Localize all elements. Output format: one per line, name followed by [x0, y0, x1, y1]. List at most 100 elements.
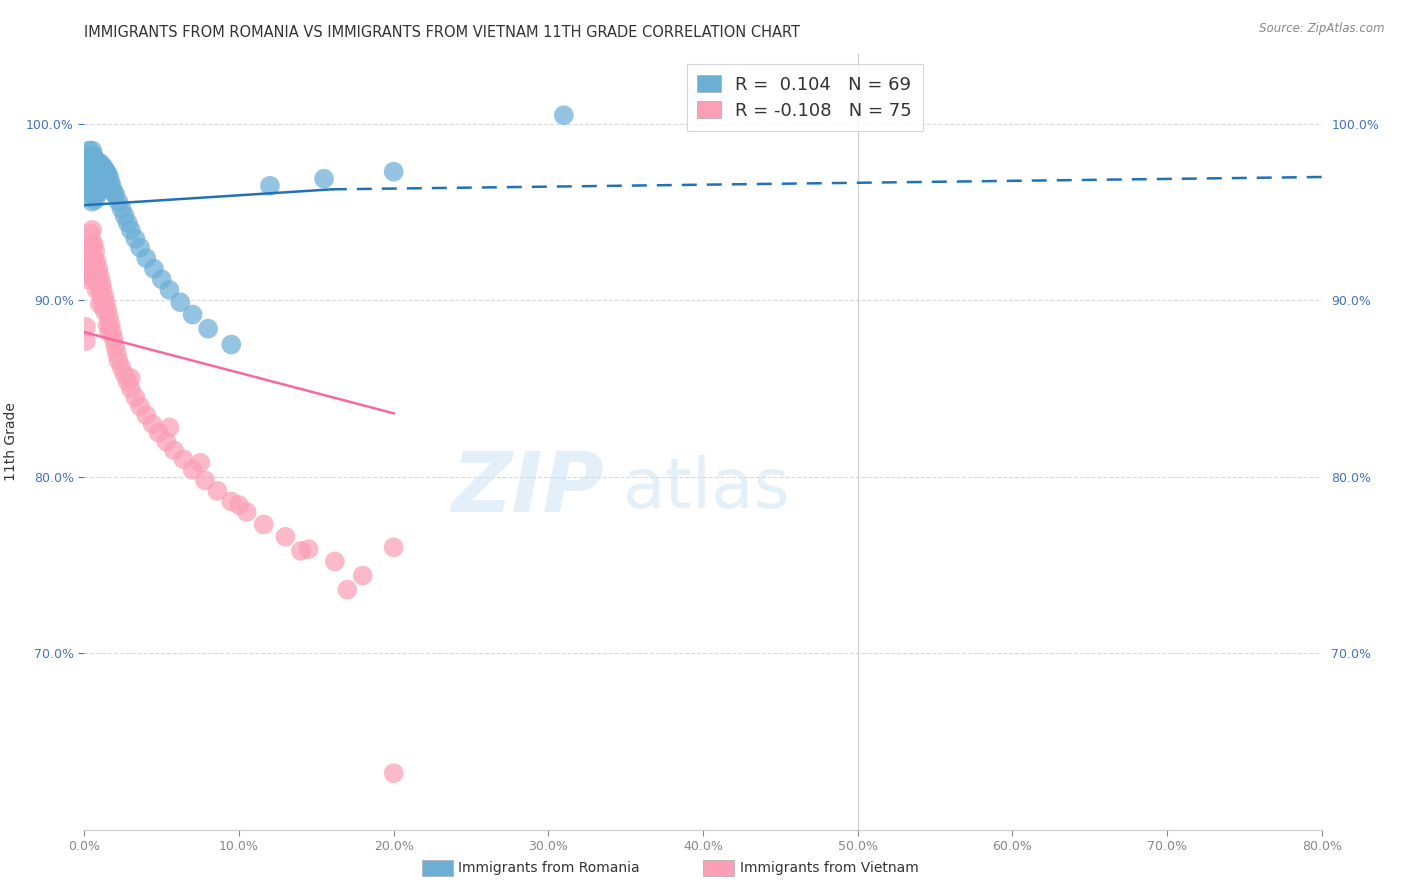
Point: [76, 178, 98, 193]
Point: [117, 216, 139, 230]
Point: [82, 169, 104, 184]
Point: [181, 308, 204, 322]
Point: [84, 178, 107, 193]
Point: [143, 261, 166, 276]
Point: [84, 153, 107, 167]
Point: [82, 156, 104, 170]
Point: [89, 297, 111, 311]
Point: [86, 184, 108, 198]
Point: [135, 408, 157, 422]
Point: [194, 474, 217, 488]
Point: [129, 399, 152, 413]
Point: [104, 187, 127, 202]
Point: [98, 325, 121, 339]
Point: [103, 186, 125, 200]
Point: [84, 166, 107, 180]
Point: [89, 283, 111, 297]
Point: [124, 232, 146, 246]
Point: [120, 223, 142, 237]
Point: [90, 276, 112, 290]
Point: [110, 360, 132, 375]
Point: [86, 254, 108, 268]
Point: [89, 156, 111, 170]
Point: [77, 156, 100, 170]
Legend: R =  0.104   N = 69, R = -0.108   N = 75: R = 0.104 N = 69, R = -0.108 N = 75: [686, 64, 922, 130]
Point: [84, 272, 107, 286]
Point: [188, 456, 211, 470]
Point: [93, 161, 115, 176]
Point: [84, 244, 107, 258]
Point: [83, 251, 105, 265]
Text: Source: ZipAtlas.com: Source: ZipAtlas.com: [1260, 22, 1385, 36]
Point: [101, 180, 124, 194]
Point: [124, 391, 146, 405]
Point: [169, 295, 191, 310]
Point: [259, 178, 281, 193]
Point: [82, 251, 104, 265]
Point: [86, 268, 108, 283]
Point: [382, 164, 405, 178]
Point: [87, 276, 110, 290]
Text: Immigrants from Vietnam: Immigrants from Vietnam: [740, 861, 918, 875]
Point: [336, 582, 359, 597]
Point: [98, 169, 121, 184]
Point: [114, 209, 136, 223]
Point: [107, 194, 129, 209]
Point: [91, 297, 114, 311]
Text: Immigrants from Romania: Immigrants from Romania: [458, 861, 640, 875]
Point: [96, 318, 118, 333]
Point: [90, 290, 112, 304]
Point: [82, 182, 104, 196]
Point: [86, 169, 108, 184]
Point: [163, 443, 186, 458]
Point: [83, 149, 105, 163]
Point: [83, 173, 105, 187]
Text: atlas: atlas: [623, 455, 790, 522]
Point: [110, 202, 132, 216]
Point: [100, 175, 122, 189]
Y-axis label: 11th Grade: 11th Grade: [4, 402, 18, 481]
Point: [79, 187, 101, 202]
Point: [129, 240, 152, 255]
Point: [312, 171, 335, 186]
Point: [135, 251, 157, 265]
Point: [75, 319, 97, 334]
Point: [79, 254, 101, 268]
Point: [290, 544, 312, 558]
Point: [219, 494, 242, 508]
Point: [77, 254, 100, 268]
Point: [150, 272, 173, 286]
Point: [98, 311, 121, 326]
Point: [91, 283, 114, 297]
Point: [77, 240, 100, 255]
Point: [159, 420, 180, 434]
Point: [228, 498, 250, 512]
Point: [105, 346, 128, 360]
Point: [148, 425, 170, 440]
Point: [274, 530, 297, 544]
Point: [76, 153, 98, 167]
Point: [253, 517, 276, 532]
Point: [86, 156, 108, 170]
Point: [79, 173, 101, 187]
Point: [90, 158, 112, 172]
Point: [77, 268, 100, 283]
Point: [219, 337, 242, 351]
Point: [120, 382, 142, 396]
Point: [159, 283, 180, 297]
Text: IMMIGRANTS FROM ROMANIA VS IMMIGRANTS FROM VIETNAM 11TH GRADE CORRELATION CHART: IMMIGRANTS FROM ROMANIA VS IMMIGRANTS FR…: [84, 25, 800, 40]
Point: [96, 166, 118, 180]
Point: [76, 272, 98, 286]
Point: [83, 237, 105, 252]
Point: [83, 187, 105, 202]
Point: [90, 171, 112, 186]
Point: [75, 161, 97, 176]
Point: [96, 180, 118, 194]
Point: [77, 144, 100, 158]
Point: [114, 368, 136, 382]
Point: [91, 161, 114, 176]
Point: [120, 371, 142, 385]
Point: [197, 321, 219, 335]
Text: ZIP: ZIP: [451, 448, 605, 529]
Point: [87, 261, 110, 276]
